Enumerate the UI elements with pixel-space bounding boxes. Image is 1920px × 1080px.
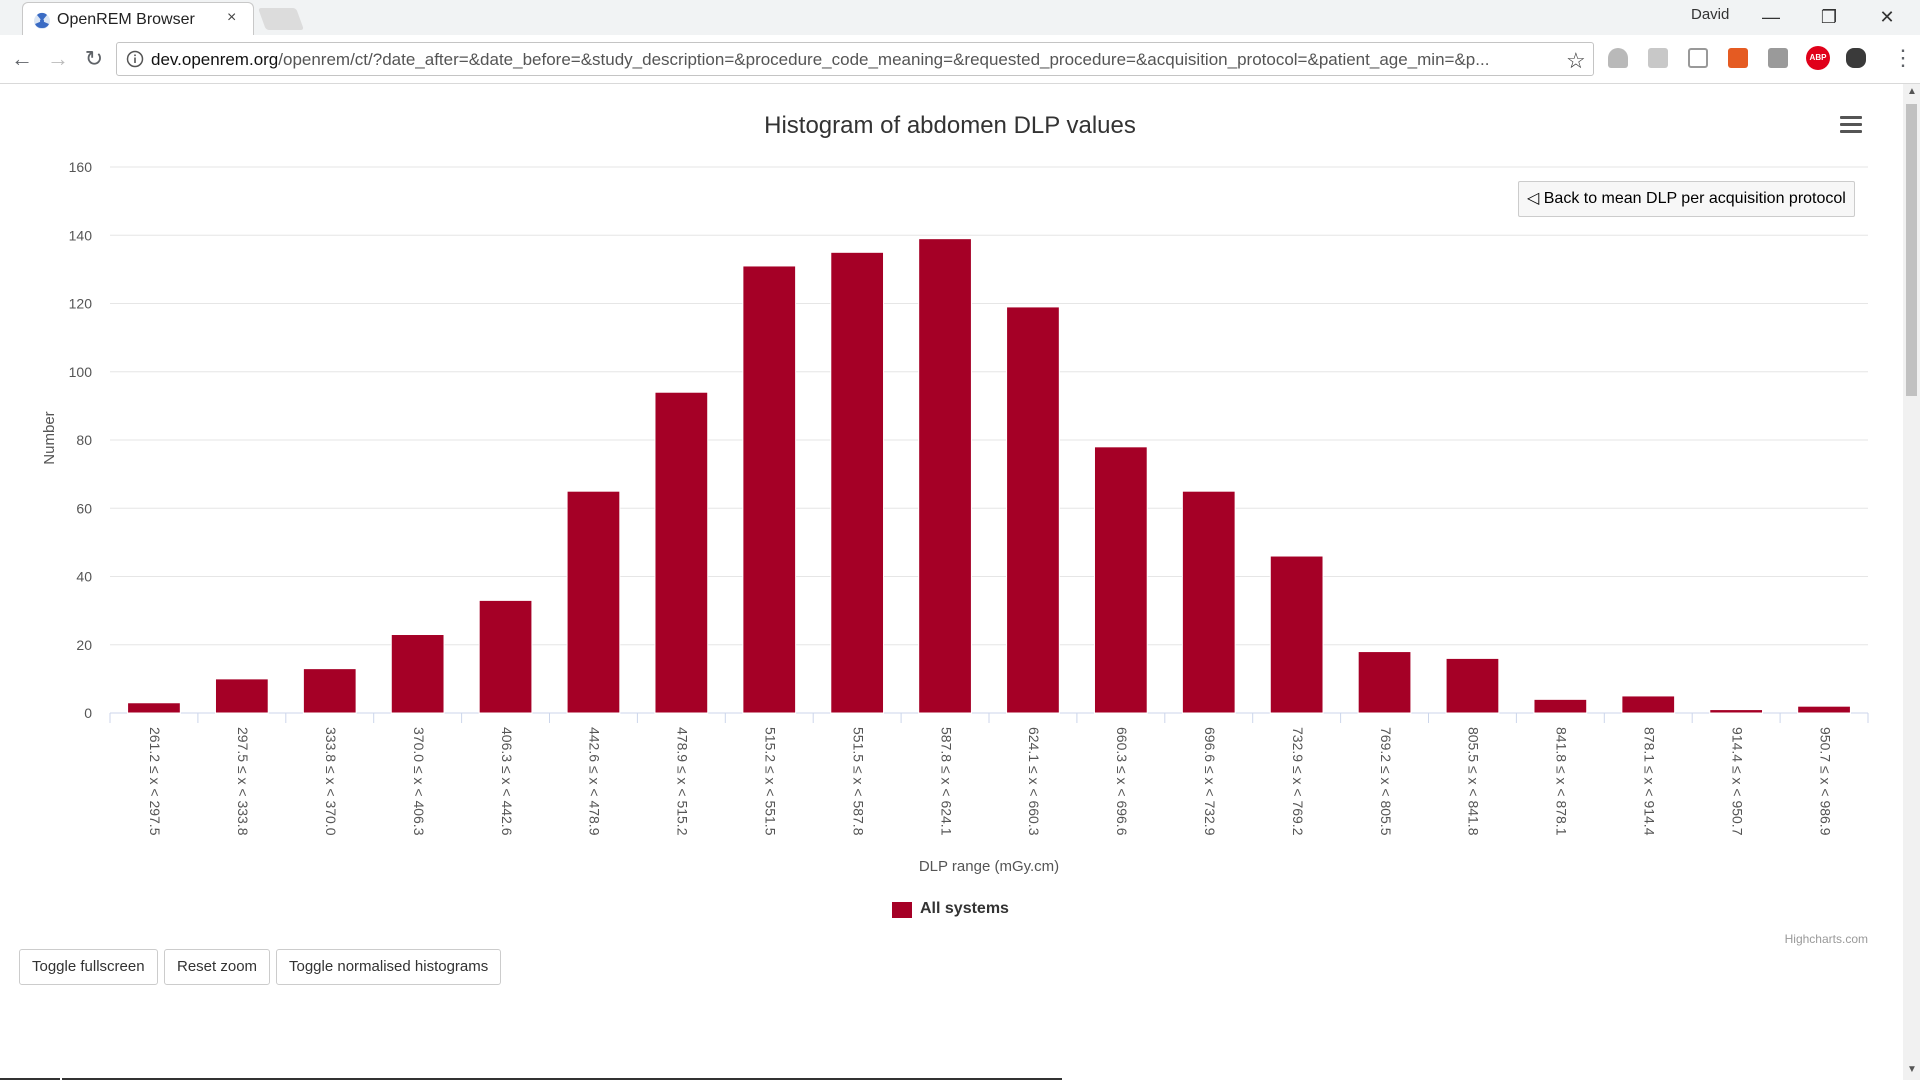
pdf-extension-icon[interactable]: [1648, 48, 1668, 68]
y-tick-label: 120: [69, 296, 93, 312]
browser-tab-strip: OpenREM Browser × David — ❐ ✕: [0, 0, 1920, 37]
x-tick-label: 515.2 ≤ x < 551.5: [763, 727, 779, 836]
y-tick-label: 140: [69, 227, 93, 243]
toggle-fullscreen-button[interactable]: Toggle fullscreen: [19, 949, 158, 985]
x-tick-label: 878.1 ≤ x < 914.4: [1642, 727, 1658, 836]
tab-title: OpenREM Browser: [57, 11, 195, 28]
chart-title: Histogram of abdomen DLP values: [764, 112, 1136, 139]
minimize-button[interactable]: —: [1762, 7, 1780, 27]
new-tab-button[interactable]: [257, 8, 305, 30]
x-tick-label: 914.4 ≤ x < 950.7: [1729, 727, 1745, 836]
y-tick-label: 160: [69, 159, 93, 175]
x-tick-label: 950.7 ≤ x < 986.9: [1817, 727, 1833, 836]
x-tick-label: 370.0 ≤ x < 406.3: [411, 727, 427, 836]
scroll-down-icon[interactable]: ▼: [1907, 1064, 1917, 1075]
legend-label: All systems: [920, 900, 1009, 917]
histogram-bar[interactable]: [742, 265, 797, 714]
page-content: 0 20 40 60 80 100 120 140 160 261.2 ≤ x < 297.5 29…: [0, 84, 1903, 1080]
x-tick-label: 805.5 ≤ x < 841.8: [1466, 727, 1482, 836]
histogram-bar[interactable]: [302, 668, 357, 714]
histogram-chart: 0 20 40 60 80 100 120 140 160 261.2 ≤ x < 297.5 29…: [41, 159, 1869, 875]
x-tick-label: 696.6 ≤ x < 732.9: [1202, 727, 1218, 836]
office-extension-icon[interactable]: [1728, 48, 1748, 68]
histogram-bar[interactable]: [214, 678, 269, 714]
x-tick-label: 660.3 ≤ x < 696.6: [1114, 727, 1130, 836]
y-tick-label: 100: [69, 364, 93, 380]
x-tick-label: 333.8 ≤ x < 370.0: [323, 727, 339, 836]
tab-close-icon[interactable]: ×: [227, 9, 237, 26]
histogram-bar[interactable]: [1269, 555, 1324, 714]
x-tick-label: 478.9 ≤ x < 515.2: [675, 727, 691, 836]
forward-arrow-icon[interactable]: →: [47, 46, 69, 71]
document-extension-icon[interactable]: [1688, 48, 1708, 68]
histogram-bar[interactable]: [1181, 490, 1236, 714]
y-tick-label: 80: [76, 432, 92, 448]
legend-swatch: [892, 902, 912, 918]
x-tick-label: 297.5 ≤ x < 333.8: [235, 727, 251, 836]
histogram-bar[interactable]: [1357, 651, 1412, 714]
reload-icon[interactable]: ↻: [84, 46, 104, 71]
histogram-bar[interactable]: [830, 251, 885, 714]
histogram-bar[interactable]: [1709, 709, 1764, 714]
histogram-bar[interactable]: [1093, 446, 1148, 714]
kebab-menu-icon[interactable]: ⋮: [1892, 45, 1914, 70]
x-tick-label: 732.9 ≤ x < 769.2: [1290, 727, 1306, 836]
reset-zoom-button[interactable]: Reset zoom: [164, 949, 271, 985]
page-divider: [62, 1078, 1062, 1080]
adblock-extension-icon[interactable]: ABP: [1806, 46, 1830, 70]
address-bar[interactable]: dev.openrem.org/openrem/ct/?date_after=&…: [116, 42, 1594, 76]
histogram-bar[interactable]: [127, 702, 181, 714]
chart-menu-icon[interactable]: [1840, 116, 1862, 134]
y-tick-label: 60: [76, 500, 92, 516]
y-tick-label: 40: [76, 569, 92, 585]
x-tick-label: 261.2 ≤ x < 297.5: [147, 727, 163, 836]
back-arrow-icon[interactable]: ←: [11, 46, 33, 71]
incognito-extension-icon[interactable]: [1846, 48, 1866, 68]
close-window-button[interactable]: ✕: [1879, 7, 1895, 27]
histogram-bar[interactable]: [1006, 306, 1060, 714]
y-tick-label: 20: [76, 637, 92, 653]
histogram-bar[interactable]: [390, 634, 445, 714]
browser-tab[interactable]: OpenREM Browser ×: [22, 2, 254, 37]
pocket-extension-icon[interactable]: [1768, 48, 1788, 68]
histogram-bar[interactable]: [566, 490, 621, 714]
bookmark-star-icon[interactable]: ☆: [1566, 48, 1586, 73]
scroll-up-icon[interactable]: ▲: [1907, 86, 1917, 97]
url-text[interactable]: dev.openrem.org/openrem/ct/?date_after=&…: [151, 50, 1541, 70]
histogram-bar[interactable]: [1797, 705, 1851, 714]
x-tick-label: 624.1 ≤ x < 660.3: [1026, 727, 1042, 836]
x-tick-label: 551.5 ≤ x < 587.8: [850, 727, 866, 836]
y-tick-label: 0: [84, 705, 92, 721]
scrollbar-thumb[interactable]: [1906, 104, 1917, 396]
radiation-icon: [34, 12, 50, 29]
histogram-bar[interactable]: [478, 599, 533, 714]
y-axis-label: Number: [41, 411, 58, 464]
x-tick-label: 406.3 ≤ x < 442.6: [499, 727, 515, 836]
url-host: dev.openrem.org: [151, 50, 279, 69]
x-tick-label: 587.8 ≤ x < 624.1: [938, 727, 954, 836]
profile-name[interactable]: David: [1691, 6, 1730, 23]
histogram-bar[interactable]: [918, 238, 972, 714]
back-to-mean-dlp-button[interactable]: ◁ Back to mean DLP per acquisition proto…: [1518, 181, 1855, 217]
histogram-bar[interactable]: [1533, 698, 1588, 714]
highcharts-credits[interactable]: Highcharts.com: [1784, 932, 1868, 946]
browser-toolbar: ← → ↻ dev.openrem.org/openrem/ct/?date_a…: [0, 35, 1920, 84]
x-axis-label: DLP range (mGy.cm): [919, 858, 1059, 875]
drive-extension-icon[interactable]: [1608, 48, 1628, 68]
histogram-bar[interactable]: [1621, 695, 1676, 714]
page-divider: [0, 1078, 60, 1080]
vertical-scrollbar[interactable]: ▲ ▼: [1903, 84, 1920, 1080]
histogram-bar[interactable]: [654, 391, 709, 714]
restore-button[interactable]: ❐: [1820, 7, 1838, 27]
histogram-bar[interactable]: [1445, 657, 1500, 714]
url-path: /openrem/ct/?date_after=&date_before=&st…: [278, 50, 1490, 69]
info-icon[interactable]: [126, 50, 144, 68]
x-tick-label: 841.8 ≤ x < 878.1: [1554, 727, 1570, 836]
x-tick-label: 769.2 ≤ x < 805.5: [1378, 727, 1394, 836]
x-tick-label: 442.6 ≤ x < 478.9: [587, 727, 603, 836]
toggle-normalised-histograms-button[interactable]: Toggle normalised histograms: [276, 949, 502, 985]
